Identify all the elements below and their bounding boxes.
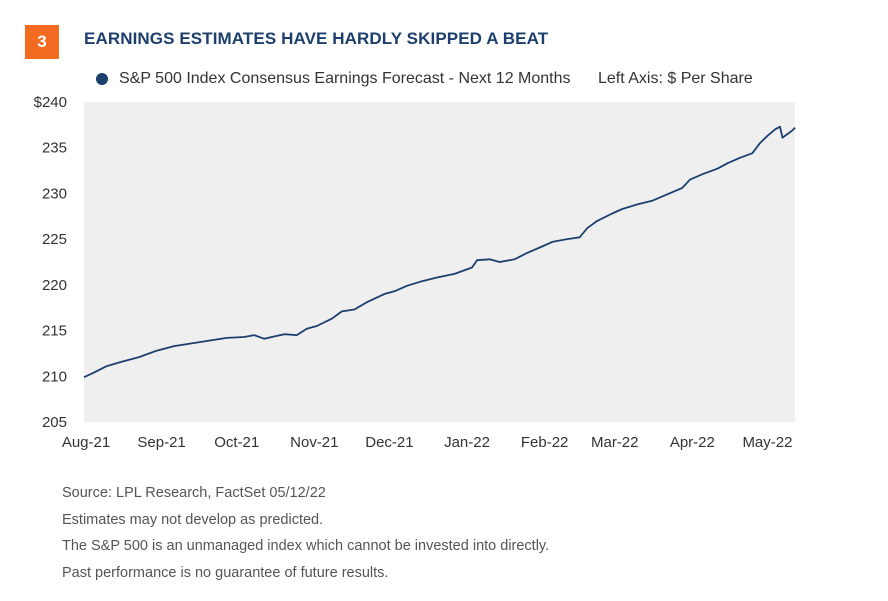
source-note: Source: LPL Research, FactSet 05/12/22 — [62, 485, 326, 501]
plot-area — [84, 102, 795, 422]
x-axis-ticks: Aug-21 Sep-21 Oct-21 Nov-21 Dec-21 Jan-22 Feb-… — [62, 434, 793, 451]
y-tick-label: 210 — [42, 368, 67, 385]
x-tick-label: Apr-22 — [670, 434, 715, 451]
y-tick-label: 205 — [42, 414, 67, 431]
figure-number-badge: 3 — [25, 25, 59, 59]
x-tick-label: Jan-22 — [444, 434, 490, 451]
y-tick-label: 225 — [42, 231, 67, 248]
y-tick-label: $240 — [34, 94, 67, 111]
legend-marker-icon — [96, 73, 108, 85]
legend-label: S&P 500 Index Consensus Earnings Forecas… — [119, 70, 571, 87]
chart-notes: Source: LPL Research, FactSet 05/12/22 E… — [62, 480, 549, 586]
disclaimer-3: Past performance is no guarantee of futu… — [62, 564, 389, 581]
chart-title: EARNINGS ESTIMATES HAVE HARDLY SKIPPED A… — [84, 29, 549, 48]
x-tick-label: Aug-21 — [62, 434, 110, 451]
y-axis-label: Left Axis: $ Per Share — [598, 70, 753, 87]
x-tick-label: Dec-21 — [365, 434, 413, 451]
y-tick-label: 215 — [42, 323, 67, 340]
x-tick-label: Feb-22 — [521, 434, 569, 451]
series-line — [83, 125, 796, 379]
x-tick-label: Mar-22 — [591, 434, 639, 451]
x-tick-label: Sep-21 — [137, 434, 185, 451]
x-tick-label: Nov-21 — [290, 434, 338, 451]
chart-legend: S&P 500 Index Consensus Earnings Forecas… — [96, 70, 571, 88]
y-tick-label: 235 — [42, 140, 67, 157]
disclaimer-2: The S&P 500 is an unmanaged index which … — [62, 538, 550, 554]
x-tick-label: May-22 — [742, 434, 792, 451]
line-chart: 205 210 215 220 225 230 235 $240 Aug-21 Sep-21 Oc… — [34, 94, 796, 451]
y-tick-label: 220 — [42, 277, 67, 294]
y-tick-label: 230 — [42, 185, 67, 202]
x-tick-label: Oct-21 — [214, 434, 259, 451]
disclaimer-1: Estimates may not develop as predicted. — [62, 511, 324, 528]
y-axis-ticks: 205 210 215 220 225 230 235 $240 — [34, 94, 67, 431]
